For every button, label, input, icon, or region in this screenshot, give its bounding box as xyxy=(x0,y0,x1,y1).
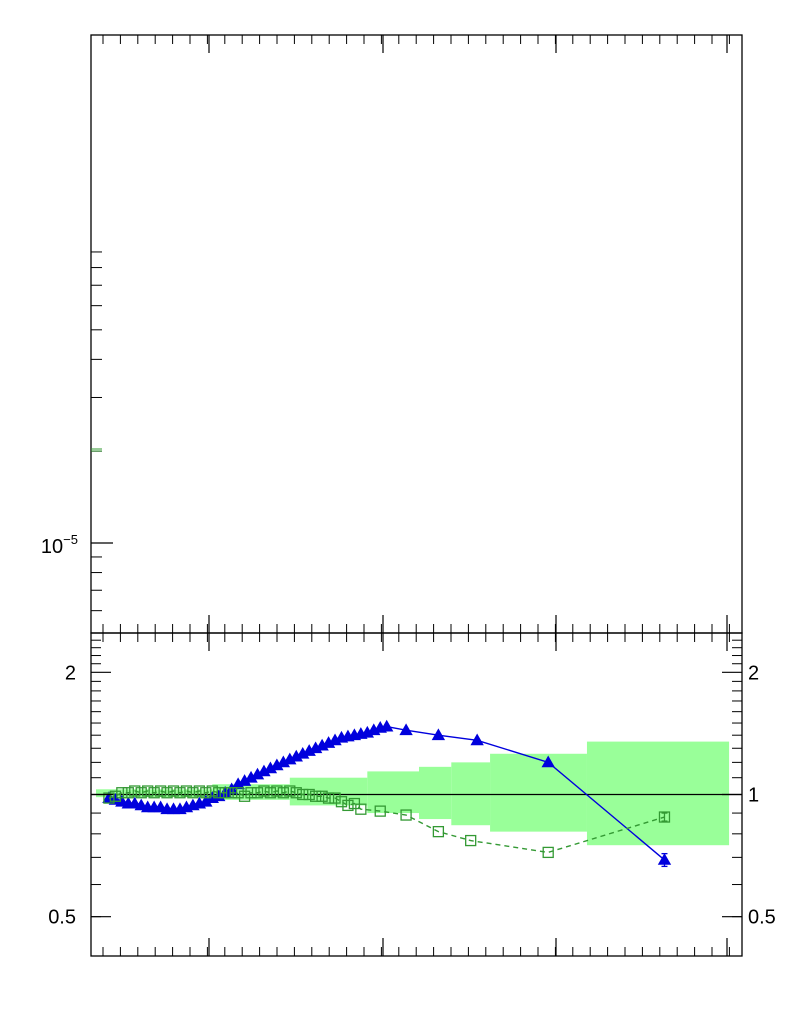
series-2-point xyxy=(213,787,225,799)
ratio-right-ytick-label: 1 xyxy=(748,785,759,807)
series-2-point xyxy=(297,788,309,801)
series-2-point xyxy=(135,787,147,799)
series-2-point xyxy=(303,788,315,801)
band-segment xyxy=(451,762,491,826)
ratio-right-ytick-label: 0.5 xyxy=(748,907,776,929)
series-2-point xyxy=(180,785,193,797)
ratio-left-ytick-label: 2 xyxy=(65,662,76,684)
ratio-left-ytick-label: 0.5 xyxy=(48,907,76,929)
series-1-point xyxy=(431,728,446,741)
series-2-line xyxy=(108,790,665,854)
series-2-point xyxy=(174,787,186,799)
top-panel: 10−5 xyxy=(41,34,743,634)
series-2-point xyxy=(465,834,477,847)
series-1-point xyxy=(470,733,484,746)
ratio-right-ytick-label: 2 xyxy=(748,662,759,684)
series-2-point xyxy=(116,787,128,799)
series-2-point xyxy=(122,787,134,799)
top-ytick-label: 10−5 xyxy=(41,532,78,558)
series-2-point xyxy=(316,790,328,802)
top-ytick-exponent: −5 xyxy=(63,532,78,547)
series-2-point xyxy=(251,787,264,799)
band-segment xyxy=(289,777,368,806)
series-2-point xyxy=(142,785,154,797)
series-1-point xyxy=(380,719,394,732)
series-2-point xyxy=(348,797,361,810)
series-2-point xyxy=(264,787,277,799)
series-2-point xyxy=(238,790,251,802)
series-2-point xyxy=(219,787,231,799)
series-2-point xyxy=(154,785,167,797)
series-2-point xyxy=(271,785,283,797)
series-2-point xyxy=(232,787,244,799)
series-1-point xyxy=(657,853,672,865)
series-2-point xyxy=(161,787,173,799)
series-1-point xyxy=(399,723,413,736)
series-2-point xyxy=(329,792,341,804)
uncertainty-band xyxy=(96,741,730,846)
series-2-point xyxy=(277,787,289,799)
series-2-point xyxy=(322,792,335,804)
series-2-point xyxy=(658,811,671,823)
series-2-point xyxy=(400,809,412,821)
series-2-point xyxy=(374,805,386,817)
series-2-point xyxy=(258,785,270,797)
series-2-point xyxy=(355,803,367,815)
top-panel-ticks xyxy=(91,35,730,633)
series-2-point xyxy=(167,785,180,797)
series-2-point xyxy=(200,787,212,799)
series-2-point xyxy=(342,799,354,812)
series-2-point xyxy=(290,787,302,799)
series-2-point xyxy=(206,785,218,797)
band-segment xyxy=(419,766,452,820)
series-2-point xyxy=(129,785,141,797)
series-2-point xyxy=(309,790,322,802)
ratio-panel: 2 0.5 2 1 0.5 xyxy=(48,632,776,957)
top-ytick-base: 10 xyxy=(41,536,63,558)
ratio-panel-ticks xyxy=(91,633,742,956)
series-2-point xyxy=(432,825,445,838)
series-2-point xyxy=(193,785,206,797)
top-panel-frame xyxy=(90,34,743,634)
series-2-point xyxy=(284,785,296,797)
series-2-point xyxy=(187,787,199,799)
series-2-point xyxy=(226,787,238,799)
series-2-point xyxy=(148,787,160,799)
band-segment xyxy=(490,753,587,832)
series-2-point xyxy=(103,792,115,804)
series-2-point xyxy=(542,846,554,859)
ratio-panel-tick-labels: 2 0.5 2 1 0.5 xyxy=(48,662,776,928)
series-1-point xyxy=(541,755,555,768)
series-2-point xyxy=(245,787,257,799)
series-2-point xyxy=(335,796,348,808)
series-2-point xyxy=(109,790,122,802)
ratio-series xyxy=(102,719,672,868)
band-segment xyxy=(586,741,730,846)
